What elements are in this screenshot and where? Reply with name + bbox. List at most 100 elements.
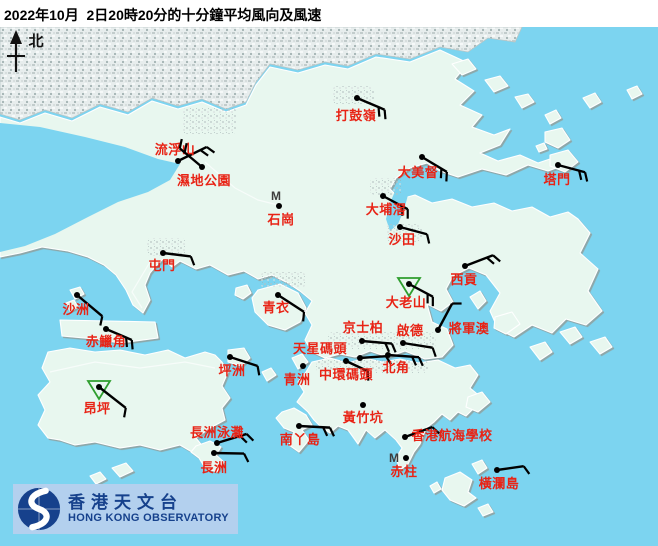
- station-shek-kong: M 石崗: [266, 189, 294, 227]
- land-kau-sai-chau: [493, 311, 521, 335]
- wind-barb-feather: [189, 256, 196, 266]
- logo-english-name: HONG KONG OBSERVATORY: [68, 512, 229, 525]
- wind-barb-feather: [411, 356, 417, 366]
- roads: [49, 161, 283, 373]
- wind-barb-feather: [183, 142, 188, 153]
- station-label: 天星碼頭: [293, 341, 348, 356]
- station-label: 長洲泳灘: [190, 425, 244, 440]
- station-tai-mei-tuk: 大美督: [398, 154, 448, 182]
- station-dot: [300, 363, 306, 369]
- wind-barb-staff: [98, 386, 127, 409]
- urban-yuen-long: [182, 108, 237, 134]
- wind-barb-feather: [199, 149, 209, 157]
- land-tap-mun-3: [535, 142, 548, 153]
- station-label: 將軍澳: [449, 321, 490, 336]
- land-sharp-island: [469, 290, 487, 310]
- station-label: 沙洲: [62, 302, 89, 317]
- urban-hk-north-shore: [316, 360, 428, 373]
- station-label: 青洲: [283, 372, 310, 387]
- wind-barb-staff: [216, 432, 247, 445]
- wind-barb-staff: [105, 327, 133, 342]
- station-dot: [96, 384, 102, 390]
- land-mirs-islet-1: [582, 92, 602, 109]
- land-lamma: [275, 407, 313, 453]
- wind-barb-feather: [239, 435, 248, 444]
- station-peng-chau: 坪洲: [218, 354, 261, 378]
- land-soko-1: [111, 462, 134, 478]
- station-dot: [343, 358, 349, 364]
- urban-areas: [146, 86, 436, 373]
- deep-bay-water: [0, 123, 180, 252]
- wind-barb-feather: [123, 407, 127, 418]
- station-dot: [403, 455, 409, 461]
- wind-barb-staff: [179, 147, 203, 168]
- station-tuen-mun: 屯門: [148, 250, 196, 273]
- station-kai-tak: 啟德: [396, 323, 437, 358]
- land-ma-wan: [234, 284, 252, 300]
- station-label: 南丫島: [280, 432, 321, 447]
- station-label: 大埔滘: [366, 202, 407, 217]
- station-dot: [360, 402, 366, 408]
- land-crooked-2: [484, 75, 509, 93]
- land-tap-mun-1: [544, 127, 571, 149]
- wind-barb-feather: [390, 343, 397, 353]
- north-label: 北: [28, 33, 43, 50]
- station-label: 西貢: [450, 272, 477, 287]
- station-dot: [400, 340, 406, 346]
- station-dot: [406, 281, 412, 287]
- road-lantau: [49, 361, 216, 373]
- wind-barb-staff: [162, 251, 191, 258]
- station-dot: [214, 440, 220, 446]
- wind-barb-staff: [387, 353, 420, 359]
- wind-barb-feather: [578, 170, 583, 181]
- land-basalt-island: [589, 336, 613, 355]
- station-tates-cairn: 大老山: [386, 277, 434, 310]
- station-dot: [357, 355, 363, 361]
- station-wong-chuk-hang: 黃竹坑: [342, 402, 383, 425]
- land-tung-lung: [465, 391, 491, 413]
- missing-data-marker: M: [389, 451, 399, 465]
- station-dot: [354, 95, 360, 101]
- road-tuen-mun: [131, 261, 151, 309]
- station-dot: [74, 292, 80, 298]
- station-dot: [296, 423, 302, 429]
- map-title: 2022年10月 2日20時20分的十分鐘平均風向及風速: [0, 0, 658, 27]
- station-dot: [359, 338, 365, 344]
- land-shelter-island: [559, 326, 583, 345]
- logo-s-swirl: [28, 487, 50, 531]
- wind-barb-staff: [557, 163, 586, 174]
- wind-barb-feather: [384, 342, 391, 353]
- station-sha-tin: 沙田: [388, 224, 431, 247]
- missing-data-marker: M: [271, 189, 281, 203]
- station-north-point: 北角: [382, 352, 424, 375]
- wind-barb-feather: [431, 426, 441, 435]
- land-sha-chau-2: [65, 299, 79, 312]
- wind-barb-feather: [522, 465, 531, 475]
- urban-tsuen-wan: [260, 272, 306, 288]
- station-central-pier: 中環碼頭: [319, 358, 373, 382]
- station-chek-lap-kok: 赤鱲角: [86, 326, 134, 350]
- station-green-island: 青洲: [283, 363, 310, 387]
- wind-barb-feather: [583, 171, 589, 182]
- station-label: 橫瀾島: [479, 476, 520, 491]
- wind-barb-feather: [322, 426, 329, 437]
- station-label: 赤柱: [390, 464, 417, 479]
- station-dot: [175, 158, 181, 164]
- wind-barb-feather: [130, 339, 134, 350]
- land-soko-2: [89, 471, 107, 485]
- station-dot: [494, 467, 500, 473]
- wind-barb-feather: [256, 365, 261, 376]
- land-kau-yi-chau: [261, 367, 277, 382]
- station-dot: [380, 193, 386, 199]
- land-po-toi: [441, 471, 477, 507]
- station-dot: [397, 224, 403, 230]
- station-label: 青衣: [262, 300, 289, 315]
- station-dot: [199, 164, 205, 170]
- wind-barb-staff: [76, 294, 104, 318]
- station-dot: [462, 263, 468, 269]
- land-tsing-yi: [251, 283, 307, 331]
- wind-barb-feather: [383, 109, 387, 120]
- wind-barb-feather: [431, 347, 437, 358]
- wind-barb-staff: [229, 355, 258, 368]
